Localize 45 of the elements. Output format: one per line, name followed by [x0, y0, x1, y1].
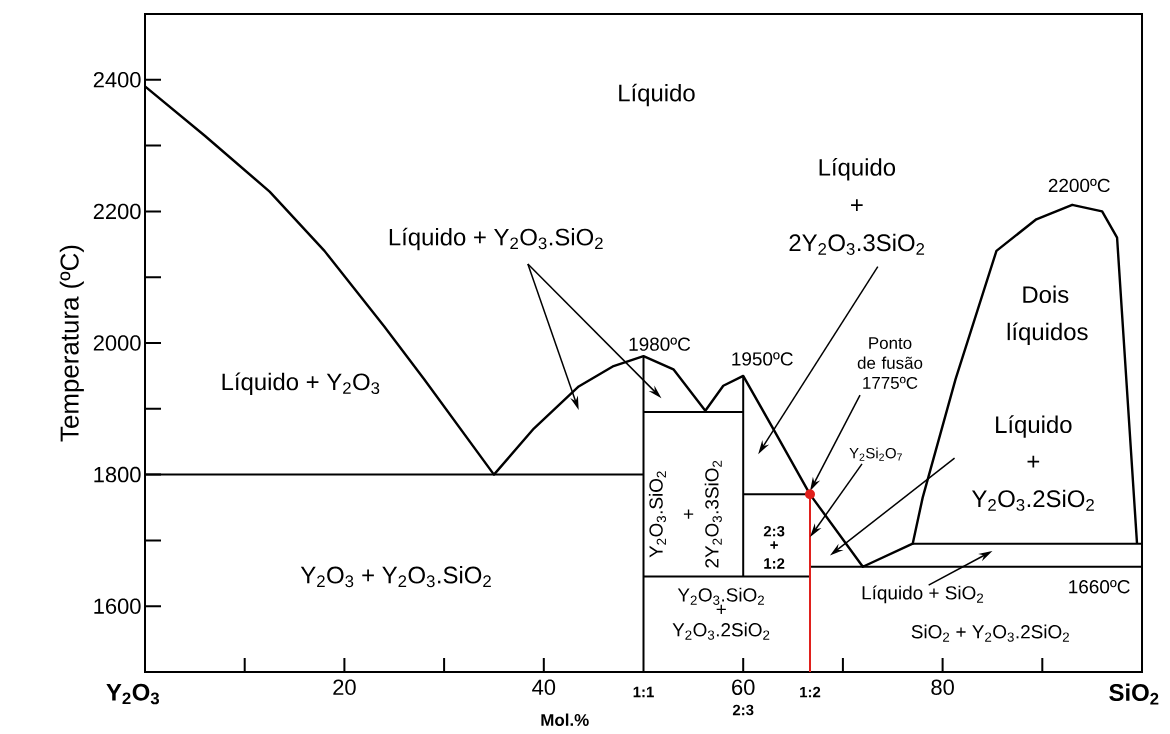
- y-tick-label: 2200: [93, 203, 141, 220]
- annotation: Líquido + Y$_{2}$O$_{3}$: [222, 372, 380, 396]
- annotation: SiO$_{2}$ + Y$_{2}$O$_{3}$.2SiO$_{2}$: [911, 624, 1069, 642]
- annotation: Ponto de fusão 1775ºC: [857, 337, 923, 389]
- annotation: 1:2: [764, 558, 785, 569]
- annotation: líquidos: [1007, 322, 1088, 346]
- annotation: Líquido: [619, 83, 695, 107]
- annotation: 2:3: [763, 525, 785, 537]
- annotation: +: [683, 509, 694, 519]
- annotation: 2Y$_{2}$O$_{3}$.3SiO$_{2}$: [704, 460, 722, 568]
- annotation: +: [1027, 455, 1040, 468]
- x-tick-label: 80: [931, 679, 954, 696]
- text: 1:2: [800, 686, 821, 698]
- x-axis-title: Mol.%: [541, 713, 589, 726]
- y-tick-label: 2000: [93, 335, 141, 351]
- annotation: 2200ºC: [1048, 178, 1110, 193]
- annotation: Y$_{2}$O$_{3}$.2SiO$_{2}$: [971, 489, 1094, 511]
- text: Y$_{2}$O$_{3}$: [106, 683, 160, 705]
- annotation: 1950ºC: [732, 352, 793, 366]
- text: Y$_{2}$O$_{3}$ + Y$_{2}$O$_{3}$.SiO$_{2}$: [300, 565, 491, 588]
- annotation: Líquido: [996, 415, 1072, 438]
- x-tick-label: 20: [333, 679, 356, 696]
- text: SiO$_{2}$: [1109, 683, 1159, 705]
- annotation: Y$_{2}$O$_{3}$.SiO$_{2}$: [677, 587, 764, 605]
- annotation: Y$_{2}$Si$_{2}$O$_{7}$: [849, 447, 902, 461]
- annotation: +: [770, 541, 778, 549]
- y-tick-label: 1600: [94, 598, 141, 614]
- annotation: +: [851, 199, 863, 211]
- annotation: 1980ºC: [629, 337, 691, 351]
- annotation: 1660ºC: [1069, 580, 1130, 594]
- annotation: Líquido + SiO$_{2}$: [862, 585, 984, 604]
- annotation: Líquido: [819, 157, 896, 181]
- y-axis-title: Temperatura (ºC): [59, 245, 84, 442]
- annotation: Y$_{2}$O$_{3}$.2SiO$_{2}$: [672, 622, 770, 640]
- annotation: 2Y$_{2}$O$_{3}$.3SiO$_{2}$: [789, 233, 925, 255]
- annotation: Y$_{2}$O$_{3}$.SiO$_{2}$: [648, 471, 667, 558]
- annotation: Dois: [1023, 285, 1069, 304]
- text: 1:1: [633, 686, 654, 698]
- text: 2:3: [732, 704, 754, 716]
- annotation: Líquido + Y$_{2}$O$_{3}$.SiO$_{2}$: [389, 227, 603, 251]
- y-tick-label: 1800: [94, 466, 141, 483]
- y-tick-label: 2400: [93, 72, 141, 88]
- annotation: +: [716, 604, 726, 614]
- x-tick-label: 40: [532, 679, 556, 696]
- x-tick-label: 60: [732, 679, 755, 696]
